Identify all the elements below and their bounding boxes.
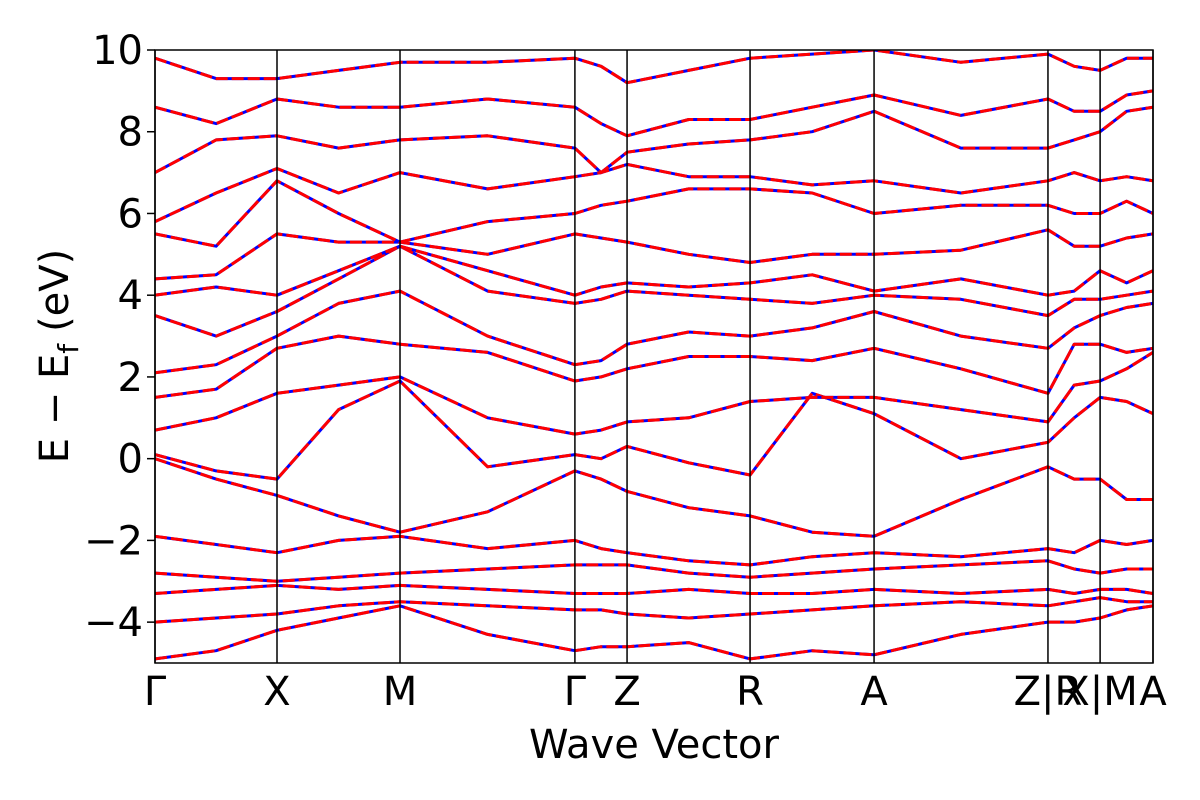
y-tick-label: 2 bbox=[118, 355, 143, 401]
y-label-main: E − E bbox=[32, 354, 78, 464]
band-dash bbox=[155, 50, 1153, 85]
band-dash bbox=[155, 351, 1153, 436]
y-tick-label: −4 bbox=[84, 600, 143, 646]
band-dash bbox=[155, 604, 1153, 661]
band-dash bbox=[155, 534, 1153, 567]
band-dash bbox=[155, 89, 1153, 138]
band-dash bbox=[155, 596, 1153, 624]
x-tick-label: Γ bbox=[144, 669, 167, 715]
band-dash bbox=[155, 559, 1153, 583]
band-dash bbox=[155, 228, 1153, 281]
x-tick-label: M bbox=[383, 669, 418, 715]
band-dash bbox=[155, 379, 1153, 481]
band-line bbox=[155, 50, 1153, 85]
x-tick-label: A bbox=[860, 669, 888, 715]
y-tick-label: 6 bbox=[118, 191, 143, 237]
band-dash bbox=[155, 457, 1153, 538]
band-line bbox=[155, 379, 1153, 481]
y-tick-label: 0 bbox=[118, 437, 143, 483]
band-dash bbox=[155, 289, 1153, 375]
y-axis-label: E − Ef (eV) bbox=[32, 249, 85, 464]
band-dash bbox=[155, 583, 1153, 595]
y-tick-label: −2 bbox=[84, 518, 143, 564]
y-tick-label: 10 bbox=[92, 28, 143, 74]
x-tick-label: R bbox=[736, 669, 764, 715]
band-line bbox=[155, 457, 1153, 538]
x-tick-label: A bbox=[1139, 669, 1167, 715]
band-line bbox=[155, 604, 1153, 661]
band-dash bbox=[155, 334, 1153, 399]
band-line bbox=[155, 289, 1153, 375]
band-dash bbox=[155, 179, 1153, 248]
band-line bbox=[155, 534, 1153, 567]
band-line bbox=[155, 105, 1153, 175]
band-dash bbox=[155, 162, 1153, 223]
x-tick-label: X bbox=[263, 669, 290, 715]
x-tick-label: Γ bbox=[564, 669, 587, 715]
y-tick-label: 8 bbox=[118, 110, 143, 156]
y-tick-label: 4 bbox=[118, 273, 143, 319]
band-dash bbox=[155, 105, 1153, 175]
bands bbox=[155, 50, 1153, 661]
x-tick-label: X|M bbox=[1062, 669, 1137, 715]
x-axis-label: Wave Vector bbox=[529, 722, 780, 768]
band-dash bbox=[155, 244, 1153, 297]
y-label-sub: f bbox=[52, 343, 85, 354]
x-tick-label: Z|R bbox=[1014, 669, 1083, 715]
band-dash bbox=[155, 244, 1153, 338]
band-line bbox=[155, 162, 1153, 223]
y-label-unit: (eV) bbox=[32, 249, 78, 332]
x-tick-label: Z bbox=[613, 669, 640, 715]
